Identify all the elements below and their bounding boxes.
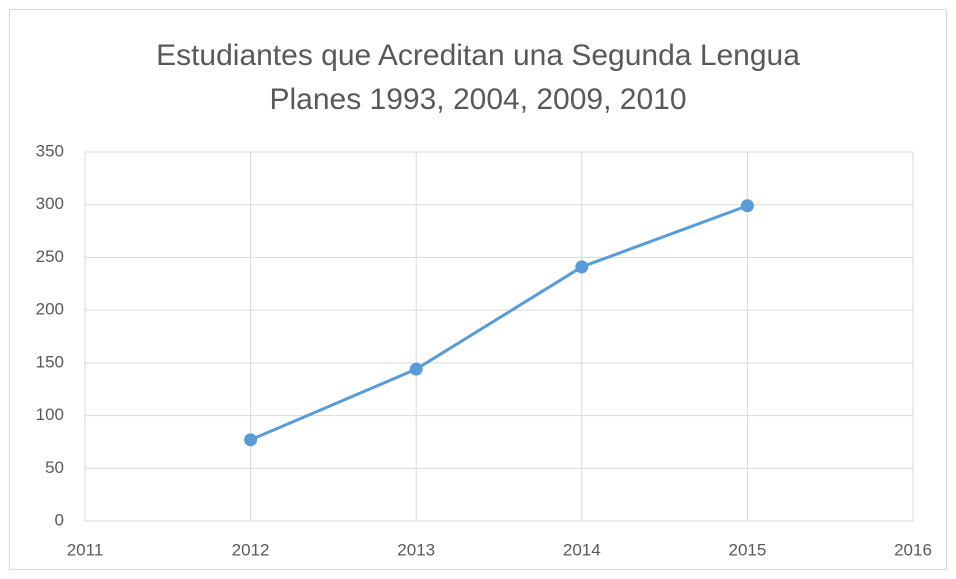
y-tick-label: 150 [36,352,64,371]
data-point [409,362,423,376]
x-tick-label: 2013 [397,540,435,559]
y-tick-label: 300 [36,194,64,213]
chart-title: Estudiantes que Acreditan una Segunda Le… [156,39,800,72]
chart-title: Planes 1993, 2004, 2009, 2010 [269,83,686,116]
x-tick-label: 2016 [894,540,932,559]
y-tick-label: 0 [55,510,64,529]
x-tick-label: 2014 [563,540,601,559]
y-tick-label: 200 [36,300,64,319]
x-tick-label: 2011 [67,540,104,559]
y-tick-label: 350 [36,141,64,160]
data-point [575,260,589,274]
x-tick-label: 2015 [728,540,766,559]
data-line [250,204,748,442]
chart-border [9,9,947,570]
data-point [740,199,754,213]
data-point [244,433,258,447]
y-tick-label: 50 [45,458,64,477]
x-tick-label: 2012 [232,540,270,559]
y-tick-label: 250 [36,247,64,266]
y-tick-label: 100 [36,405,64,424]
